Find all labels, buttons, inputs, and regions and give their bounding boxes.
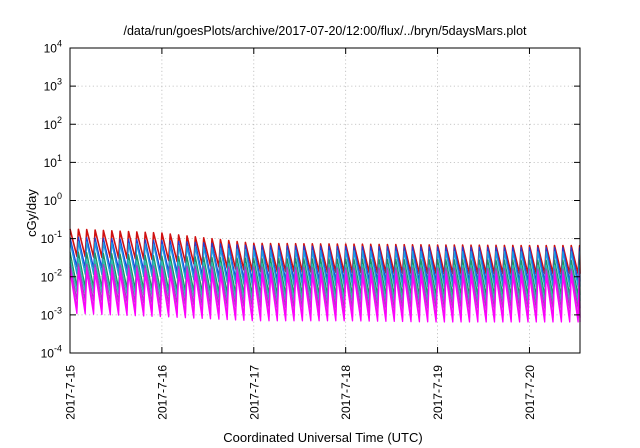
x-tick-label: 2017-7-20 [523,365,537,420]
chart-title: /data/run/goesPlots/archive/2017-07-20/1… [123,24,527,38]
y-tick-label: 101 [44,153,62,170]
y-tick-label: 10-4 [41,344,62,361]
grid-lines [70,48,580,353]
y-tick-label: 10-1 [41,229,62,246]
y-tick-label: 103 [44,77,62,94]
series-line [69,270,581,323]
y-axis-label: cGy/day [24,189,39,237]
y-tick-label: 102 [44,115,62,132]
y-tick-label: 104 [44,39,62,56]
x-tick-label: 2017-7-15 [64,365,78,420]
x-axis-label: Coordinated Universal Time (UTC) [223,430,422,445]
x-tick-label: 2017-7-19 [431,365,445,420]
x-tick-label: 2017-7-16 [155,365,169,420]
y-tick-label: 10-2 [41,267,62,284]
x-tick-label: 2017-7-18 [339,365,353,420]
y-tick-label: 10-3 [41,305,62,322]
plot-frame [69,47,581,354]
axis-ticks: 10-4 10-3 10-2 10-1 100 101 102 103 104 2017-7-15… [41,39,580,420]
series-lines [69,228,581,323]
x-tick-label: 2017-7-17 [247,365,261,420]
y-tick-label: 100 [44,191,62,208]
